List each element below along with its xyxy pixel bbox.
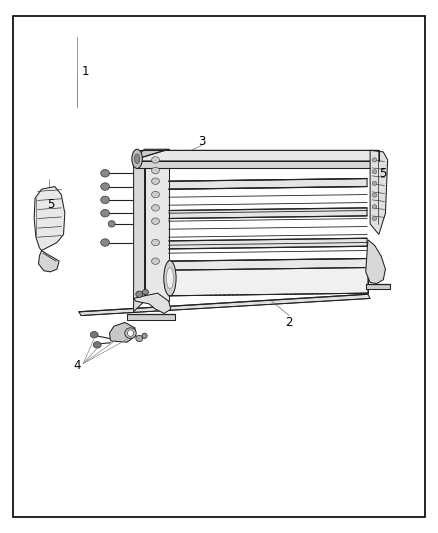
Polygon shape	[136, 150, 379, 161]
Polygon shape	[134, 293, 171, 313]
Polygon shape	[110, 322, 136, 342]
Ellipse shape	[152, 239, 159, 246]
Ellipse shape	[372, 169, 377, 174]
Ellipse shape	[127, 330, 134, 336]
Ellipse shape	[152, 178, 159, 184]
Polygon shape	[169, 208, 367, 219]
Text: 5: 5	[380, 167, 387, 180]
Ellipse shape	[372, 205, 377, 209]
Ellipse shape	[90, 332, 98, 338]
Ellipse shape	[101, 183, 110, 190]
Polygon shape	[134, 149, 169, 160]
Ellipse shape	[164, 261, 176, 296]
Polygon shape	[145, 149, 169, 301]
Polygon shape	[169, 179, 367, 189]
Polygon shape	[366, 240, 385, 284]
Ellipse shape	[134, 154, 140, 164]
Ellipse shape	[101, 169, 110, 177]
Polygon shape	[79, 294, 370, 316]
Ellipse shape	[372, 181, 377, 185]
Polygon shape	[127, 314, 175, 320]
Ellipse shape	[152, 205, 159, 211]
Polygon shape	[169, 238, 367, 249]
Ellipse shape	[125, 328, 136, 338]
Polygon shape	[366, 284, 390, 289]
Ellipse shape	[372, 193, 377, 197]
Text: 1: 1	[81, 66, 89, 78]
Ellipse shape	[136, 291, 143, 297]
Polygon shape	[136, 161, 370, 168]
Text: 5: 5	[47, 198, 54, 211]
Polygon shape	[169, 259, 368, 270]
Ellipse shape	[101, 239, 110, 246]
Ellipse shape	[93, 342, 101, 348]
Ellipse shape	[372, 158, 377, 162]
Ellipse shape	[136, 335, 143, 342]
Polygon shape	[39, 251, 59, 272]
Polygon shape	[370, 150, 388, 235]
Ellipse shape	[101, 209, 110, 217]
Ellipse shape	[152, 191, 159, 198]
Ellipse shape	[142, 333, 147, 338]
Ellipse shape	[152, 218, 159, 224]
Ellipse shape	[142, 289, 148, 295]
Text: 4: 4	[73, 359, 81, 372]
Polygon shape	[34, 187, 65, 251]
Ellipse shape	[101, 196, 110, 204]
Ellipse shape	[108, 221, 115, 227]
Ellipse shape	[132, 149, 142, 168]
Text: 3: 3	[198, 135, 205, 148]
Ellipse shape	[152, 157, 159, 163]
Polygon shape	[134, 149, 145, 312]
Ellipse shape	[152, 258, 159, 264]
Ellipse shape	[152, 167, 159, 174]
Text: 2: 2	[285, 316, 293, 329]
Polygon shape	[169, 268, 368, 296]
Ellipse shape	[166, 268, 173, 289]
Ellipse shape	[372, 216, 377, 221]
